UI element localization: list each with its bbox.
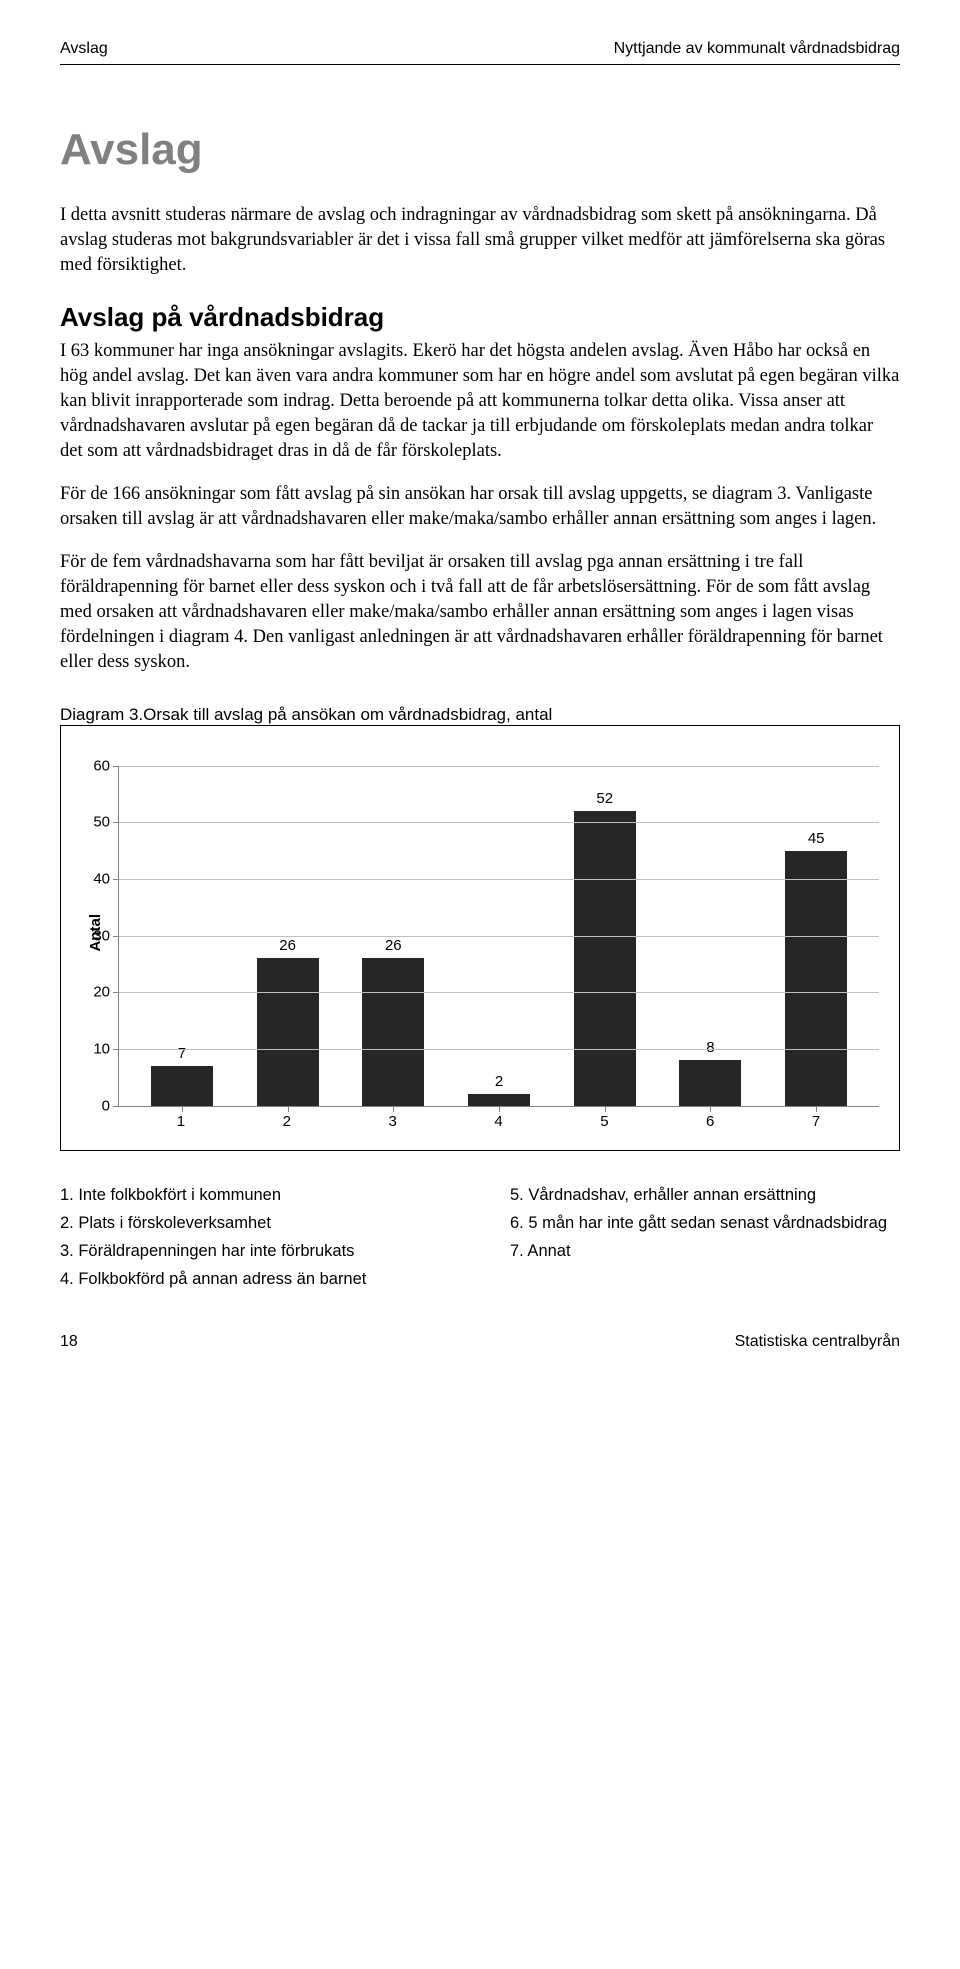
chart-xtick-label: 1 [128,1113,234,1130]
legend-column-right: 5. Vårdnadshav, erhåller annan ersättnin… [510,1181,900,1293]
chart-xtick-mark [393,1106,394,1112]
chart-ytick-label: 20 [93,984,110,1001]
chart-ytick-label: 40 [93,870,110,887]
intro-paragraph: I detta avsnitt studeras närmare de avsl… [60,203,900,278]
body-paragraph-4: För de fem vårdnadshavarna som har fått … [60,550,900,675]
chart-legend: 1. Inte folkbokfört i kommunen2. Plats i… [60,1181,900,1293]
chart-bar [468,1094,530,1105]
legend-item: 2. Plats i förskoleverksamhet [60,1209,450,1237]
chart-caption: Diagram 3.Orsak till avslag på ansökan o… [60,705,900,725]
chart-xtick-mark [816,1106,817,1112]
header-left: Avslag [60,40,108,58]
chart-gridline [119,992,879,993]
chart-bar [785,851,847,1106]
chart-xtick-mark [182,1106,183,1112]
chart-ytick-mark [113,1106,119,1107]
chart-bar [679,1060,741,1105]
chart-ytick-label: 10 [93,1040,110,1057]
chart-ytick-mark [113,879,119,880]
footer-org: Statistiska centralbyrån [735,1333,900,1351]
chart-xtick-label: 3 [340,1113,446,1130]
chart-ytick-label: 50 [93,814,110,831]
chart-xtick-mark [605,1106,606,1112]
legend-item: 4. Folkbokförd på annan adress än barnet [60,1265,450,1293]
chart-bar-value-label: 52 [596,790,613,807]
chart-bar [257,958,319,1105]
legend-column-left: 1. Inte folkbokfört i kommunen2. Plats i… [60,1181,450,1293]
chart-xtick-mark [710,1106,711,1112]
chart-ytick-label: 60 [93,757,110,774]
body-paragraph-3: För de 166 ansökningar som fått avslag p… [60,482,900,532]
chart-ytick-mark [113,936,119,937]
chart-xtick-label: 5 [551,1113,657,1130]
legend-item: 6. 5 mån har inte gått sedan senast vård… [510,1209,900,1237]
chart-ytick-label: 0 [102,1097,110,1114]
chart-bar-value-label: 26 [385,937,402,954]
chart-gridline [119,879,879,880]
chart-gridline [119,936,879,937]
chart-container: Antal 0102030405060 72626252845 1234567 [60,725,900,1151]
chart-xtick-label: 2 [234,1113,340,1130]
chart-gridline [119,822,879,823]
chart-bar-value-label: 26 [279,937,296,954]
chart-area: Antal 0102030405060 72626252845 1234567 [81,766,879,1130]
page-title: Avslag [60,125,900,175]
header-right: Nyttjande av kommunalt vårdnadsbidrag [614,40,900,58]
chart-gridline [119,1049,879,1050]
chart-bar-value-label: 7 [178,1045,186,1062]
footer-page-number: 18 [60,1333,78,1351]
section-heading: Avslag på vårdnadsbidrag [60,302,900,333]
chart-bar-value-label: 2 [495,1073,503,1090]
chart-ytick-mark [113,766,119,767]
chart-xtick-label: 4 [446,1113,552,1130]
legend-item: 1. Inte folkbokfört i kommunen [60,1181,450,1209]
page-footer: 18 Statistiska centralbyrån [60,1333,900,1351]
legend-item: 5. Vårdnadshav, erhåller annan ersättnin… [510,1181,900,1209]
chart-ytick-mark [113,992,119,993]
chart-bar [574,811,636,1106]
chart-xtick-label: 6 [657,1113,763,1130]
chart-bar-value-label: 8 [706,1039,714,1056]
chart-ytick-mark [113,822,119,823]
chart-gridline [119,766,879,767]
chart-bar-value-label: 45 [808,830,825,847]
chart-bar [151,1066,213,1106]
chart-xtick-mark [288,1106,289,1112]
chart-plot: 7 26 26 2 52 8 45 [118,766,879,1107]
page-header: Avslag Nyttjande av kommunalt vårdnadsbi… [60,40,900,65]
legend-item: 7. Annat [510,1237,900,1265]
chart-xtick-label: 7 [763,1113,869,1130]
chart-xtick-mark [499,1106,500,1112]
chart-ytick-mark [113,1049,119,1050]
legend-item: 3. Föräldrapenningen har inte förbrukats [60,1237,450,1265]
chart-ytick-label: 30 [93,927,110,944]
chart-bar [362,958,424,1105]
body-paragraph-2: I 63 kommuner har inga ansökningar avsla… [60,339,900,464]
